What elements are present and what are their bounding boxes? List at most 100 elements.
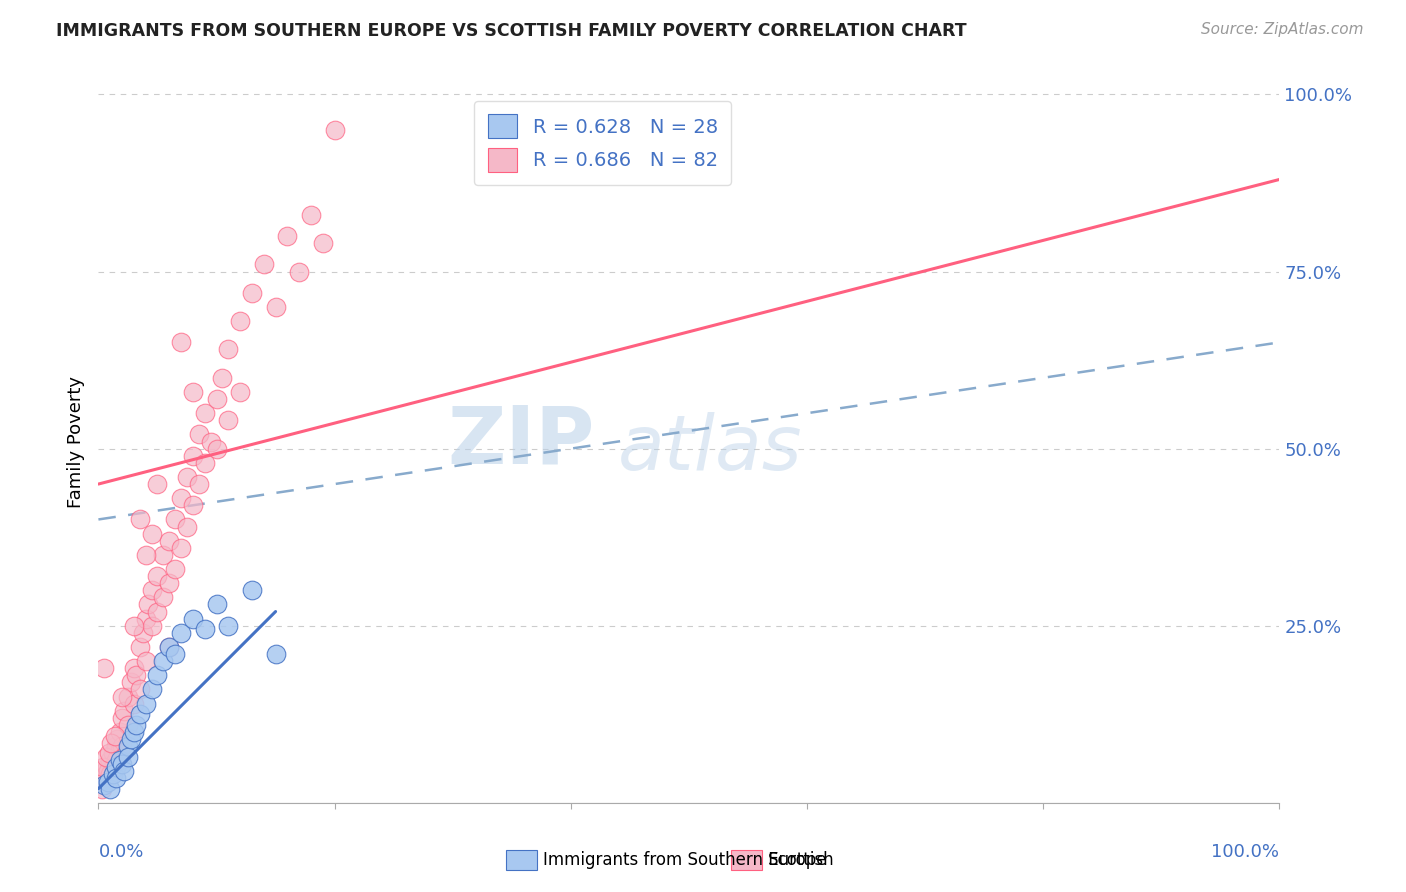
- Point: [176, 470, 198, 484]
- Point: [112, 704, 135, 718]
- Point: [108, 725, 131, 739]
- Point: [146, 605, 169, 619]
- Point: [128, 640, 150, 654]
- Y-axis label: Family Poverty: Family Poverty: [66, 376, 84, 508]
- Point: [146, 477, 169, 491]
- Point: [157, 576, 180, 591]
- Point: [200, 434, 222, 449]
- Point: [111, 690, 134, 704]
- Point: [91, 781, 114, 796]
- Point: [108, 753, 131, 767]
- Point: [323, 123, 346, 137]
- Point: [152, 591, 174, 605]
- Point: [108, 742, 131, 756]
- Text: 0.0%: 0.0%: [98, 843, 143, 861]
- Point: [96, 760, 118, 774]
- Point: [211, 371, 233, 385]
- Point: [135, 612, 157, 626]
- Point: [240, 285, 263, 300]
- Point: [125, 718, 148, 732]
- Point: [104, 729, 127, 743]
- Point: [170, 541, 193, 555]
- Point: [97, 764, 120, 778]
- Point: [101, 746, 124, 760]
- Point: [217, 618, 239, 632]
- Point: [105, 771, 128, 785]
- Point: [146, 668, 169, 682]
- Point: [141, 583, 163, 598]
- Point: [264, 300, 287, 314]
- Point: [94, 767, 117, 781]
- Point: [141, 526, 163, 541]
- Point: [135, 548, 157, 562]
- Point: [105, 739, 128, 753]
- Point: [117, 749, 139, 764]
- Legend: R = 0.628   N = 28, R = 0.686   N = 82: R = 0.628 N = 28, R = 0.686 N = 82: [474, 101, 731, 186]
- Point: [122, 661, 145, 675]
- Point: [312, 236, 335, 251]
- Point: [111, 711, 134, 725]
- Point: [94, 749, 117, 764]
- Text: atlas: atlas: [619, 412, 803, 486]
- Point: [100, 735, 122, 749]
- Point: [122, 725, 145, 739]
- Point: [141, 682, 163, 697]
- Text: ZIP: ZIP: [447, 402, 595, 481]
- Point: [122, 697, 145, 711]
- Point: [170, 491, 193, 506]
- Point: [170, 625, 193, 640]
- Point: [93, 661, 115, 675]
- Point: [187, 477, 209, 491]
- Point: [240, 583, 263, 598]
- Point: [146, 569, 169, 583]
- Point: [98, 767, 121, 781]
- Point: [98, 746, 121, 760]
- Point: [152, 654, 174, 668]
- Point: [170, 335, 193, 350]
- Point: [194, 622, 217, 636]
- Point: [111, 756, 134, 771]
- Point: [152, 548, 174, 562]
- Point: [93, 778, 115, 792]
- Point: [101, 767, 124, 781]
- Point: [181, 612, 204, 626]
- Point: [264, 647, 287, 661]
- Point: [157, 640, 180, 654]
- Point: [128, 682, 150, 697]
- Point: [217, 413, 239, 427]
- Point: [205, 392, 228, 406]
- Point: [117, 718, 139, 732]
- Point: [253, 257, 276, 271]
- Point: [229, 384, 252, 399]
- Point: [288, 264, 311, 278]
- Point: [181, 384, 204, 399]
- Point: [117, 739, 139, 753]
- Point: [121, 675, 143, 690]
- Point: [111, 739, 134, 753]
- Point: [217, 343, 239, 357]
- Text: Immigrants from Southern Europe: Immigrants from Southern Europe: [543, 851, 827, 869]
- Point: [97, 774, 120, 789]
- Point: [176, 519, 198, 533]
- Point: [121, 732, 143, 747]
- Point: [165, 512, 187, 526]
- Point: [157, 640, 180, 654]
- Point: [135, 697, 157, 711]
- Point: [105, 732, 128, 747]
- Point: [165, 562, 187, 576]
- Point: [93, 771, 115, 785]
- Point: [141, 618, 163, 632]
- Point: [165, 647, 187, 661]
- Point: [181, 449, 204, 463]
- Point: [194, 406, 217, 420]
- Point: [136, 598, 159, 612]
- Point: [157, 533, 180, 548]
- Point: [299, 208, 322, 222]
- Point: [181, 498, 204, 512]
- Point: [229, 314, 252, 328]
- Point: [125, 668, 148, 682]
- Point: [276, 229, 298, 244]
- Point: [112, 764, 135, 778]
- Point: [194, 456, 217, 470]
- Point: [105, 753, 128, 767]
